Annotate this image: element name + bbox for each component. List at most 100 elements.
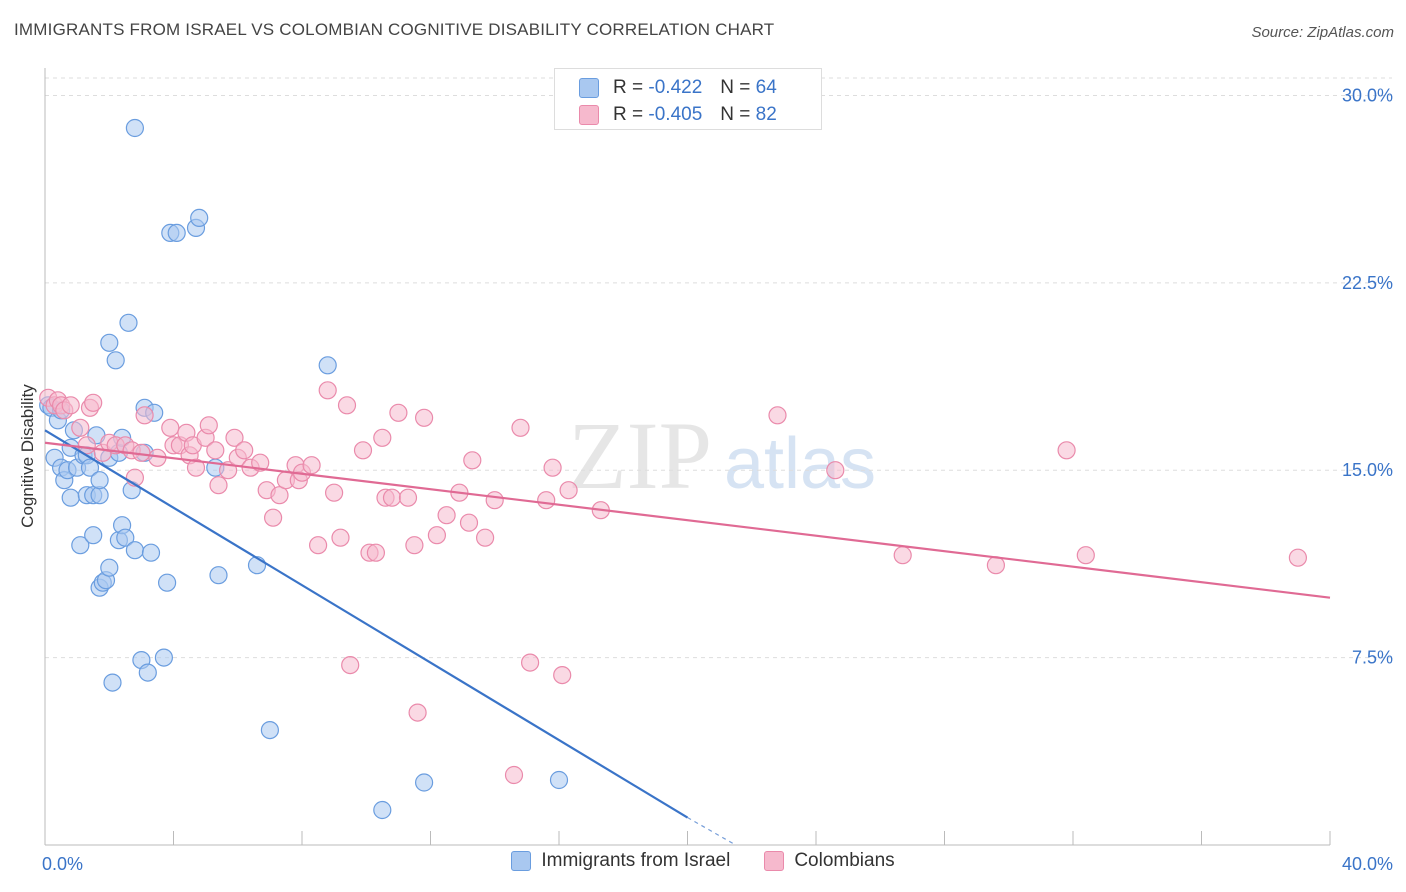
israel-point-16 — [80, 458, 100, 477]
colombian-point-46 — [325, 483, 344, 502]
stats-n-label: N = — [720, 76, 751, 98]
colombian-point-73 — [553, 665, 572, 685]
israel-point-42 — [138, 663, 157, 682]
colombian-point-37 — [264, 508, 283, 527]
israel-point-46 — [158, 573, 177, 592]
colombian-point-72 — [543, 458, 562, 477]
colombian-point-65 — [463, 451, 482, 470]
chart-title: IMMIGRANTS FROM ISRAEL VS COLOMBIAN COGN… — [14, 20, 775, 39]
israel-point-43 — [141, 543, 161, 562]
x-tick-label-max: 40.0% — [1342, 854, 1393, 874]
israel-point-48 — [167, 223, 186, 242]
israel-point-12 — [71, 536, 90, 555]
colombian-point-33 — [235, 441, 254, 460]
colombian-point-66 — [476, 528, 495, 547]
colombian-point-78 — [893, 546, 912, 565]
stats-row-colombian: R = -0.405 N = 82 — [579, 101, 821, 128]
colombian-point-70 — [520, 653, 540, 672]
axes — [44, 68, 1331, 846]
colombian-legend-swatch — [764, 851, 785, 871]
colombian-point-56 — [389, 403, 408, 422]
colombian-point-53 — [373, 428, 392, 447]
colombian-point-31 — [225, 428, 244, 447]
colombian-point-60 — [415, 408, 434, 427]
stats-n-value: 64 — [755, 76, 777, 98]
chart-legend: Immigrants from Israel Colombians — [0, 850, 1406, 872]
colombian-point-45 — [318, 381, 337, 400]
stats-legend: R = -0.422 N = 64 R = -0.405 N = 82 — [554, 68, 822, 130]
colombian-point-68 — [504, 765, 524, 785]
israel-point-54 — [260, 720, 279, 740]
y-tick-label-1: 15.0% — [1342, 460, 1393, 480]
colombian-point-76 — [768, 406, 787, 425]
israel-point-29 — [106, 351, 125, 370]
israel-point-27 — [100, 333, 119, 352]
y-axis-label: Cognitive Disability — [18, 384, 37, 528]
israel-point-57 — [415, 773, 434, 792]
colombian-point-61 — [427, 526, 446, 545]
watermark-zip: ZIP — [568, 402, 712, 509]
colombian-point-9 — [84, 393, 103, 412]
israel-point-35 — [119, 313, 138, 332]
israel-point-50 — [190, 208, 209, 227]
israel-point-55 — [318, 356, 337, 375]
watermark: ZIP atlas — [568, 402, 876, 509]
stats-n-value: 82 — [755, 103, 777, 125]
stats-r-label: R = — [613, 76, 644, 98]
colombian-point-71 — [537, 491, 556, 510]
x-tick-label-min: 0.0% — [42, 854, 83, 874]
israel-point-45 — [154, 648, 173, 667]
colombian-trend-line — [44, 441, 1331, 599]
colombian-point-79 — [986, 556, 1006, 575]
colombian-point-49 — [341, 655, 360, 675]
israel-legend-swatch — [511, 851, 532, 871]
colombian-point-82 — [1288, 548, 1308, 567]
watermark-atlas: atlas — [724, 424, 876, 504]
colombian-point-81 — [1076, 546, 1095, 565]
trend-lines — [44, 429, 1331, 846]
stats-r-value: -0.422 — [648, 76, 703, 98]
israel-point-37 — [125, 541, 144, 560]
colombian-point-50 — [353, 441, 373, 460]
israel-swatch — [579, 77, 599, 98]
stats-r-value: -0.405 — [648, 103, 703, 125]
y-tick-label-3: 30.0% — [1342, 85, 1393, 105]
colombian-point-77 — [826, 461, 845, 480]
israel-point-17 — [84, 526, 103, 545]
israel-point-34 — [116, 528, 135, 547]
colombian-point-43 — [302, 456, 321, 475]
colombian-point-35 — [251, 453, 270, 472]
israel-point-58 — [549, 770, 569, 790]
stats-row-israel: R = -0.422 N = 64 — [579, 74, 821, 101]
colombian-point-52 — [366, 543, 385, 562]
colombian-swatch — [579, 104, 599, 125]
legend-item-colombian[interactable]: Colombians — [764, 850, 895, 872]
colombian-point-57 — [398, 488, 418, 507]
colombian-points — [39, 381, 1308, 785]
y-tick-label-0: 7.5% — [1352, 648, 1393, 668]
stats-n-label: N = — [720, 103, 751, 125]
colombian-point-5 — [61, 396, 80, 415]
y-tick-label-2: 22.5% — [1342, 273, 1393, 293]
israel-trend-line — [44, 429, 689, 819]
legend-item-israel[interactable]: Immigrants from Israel — [511, 850, 730, 872]
axis-labels: 7.5% 15.0% 22.5% 30.0% 0.0% 40.0% Cognitive Di… — [18, 85, 1393, 874]
colombian-point-55 — [382, 488, 402, 507]
israel-point-28 — [103, 673, 122, 692]
colombian-point-25 — [186, 458, 206, 477]
israel-point-21 — [90, 471, 109, 490]
colombian-point-6 — [71, 418, 90, 437]
stats-r-label: R = — [613, 103, 644, 125]
colombian-point-44 — [309, 536, 328, 555]
colombian-point-28 — [206, 441, 225, 460]
legend-label-colombian: Colombians — [794, 850, 895, 871]
colombian-point-67 — [485, 491, 504, 510]
colombian-point-38 — [270, 486, 289, 505]
colombian-point-80 — [1057, 441, 1076, 460]
israel-point-9 — [61, 488, 80, 507]
colombian-point-17 — [135, 406, 154, 425]
israel-point-52 — [209, 566, 228, 585]
colombian-point-59 — [408, 703, 427, 722]
israel-trend-extension — [687, 816, 736, 846]
